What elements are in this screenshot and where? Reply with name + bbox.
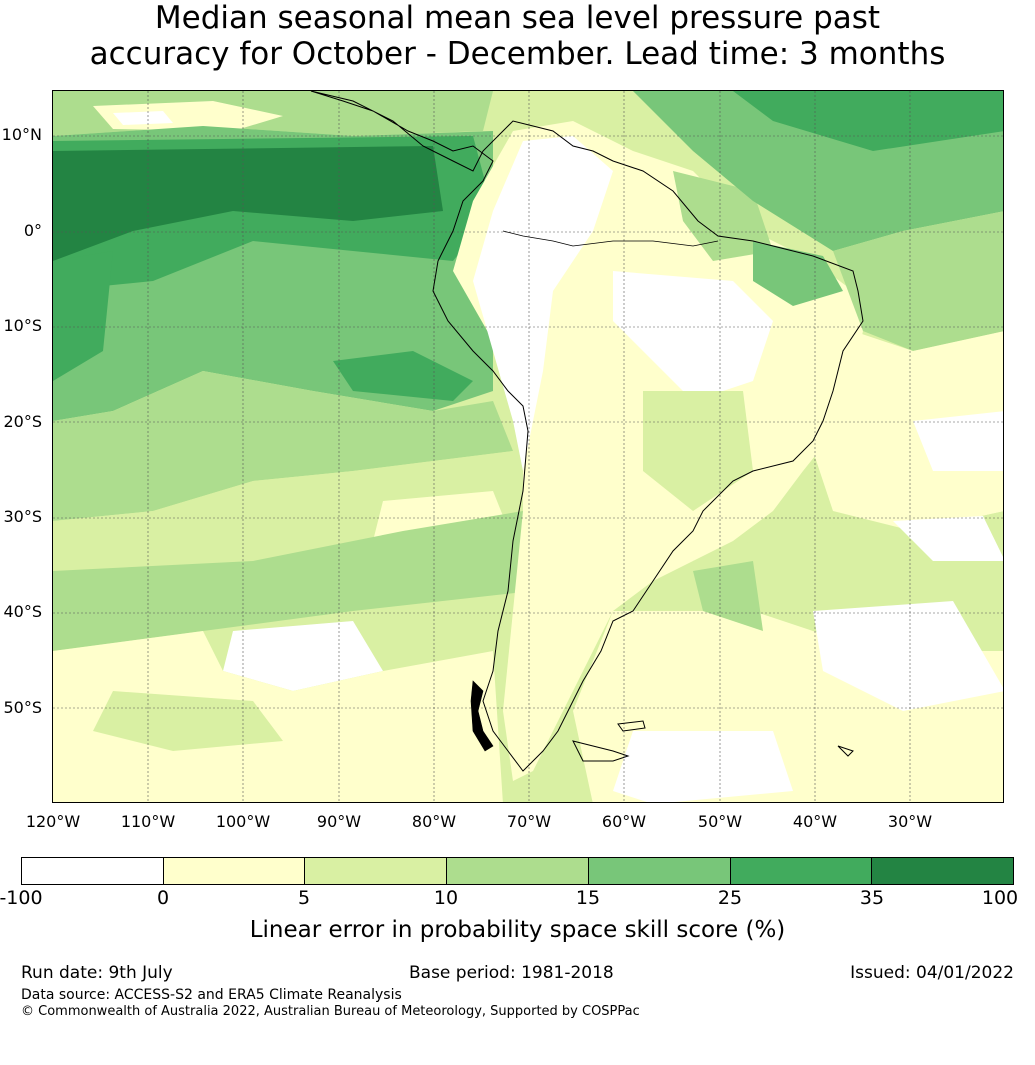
lon-label-40w: 40°W <box>792 812 838 831</box>
issued-date: Issued: 04/01/2022 <box>850 963 1014 983</box>
lon-label-100w: 100°W <box>215 812 271 831</box>
colorbar-tick: -100 <box>0 887 43 909</box>
south-georgia <box>837 745 854 757</box>
lon-label-90w: 90°W <box>316 812 362 831</box>
lon-label-110w: 110°W <box>120 812 176 831</box>
lat-label-10n: 10°N <box>1 125 42 144</box>
tierra-del-fuego <box>572 740 630 762</box>
base-period: Base period: 1981-2018 <box>409 963 614 983</box>
colorbar-tick: 0 <box>156 887 170 909</box>
lon-label-60w: 60°W <box>601 812 647 831</box>
lon-label-30w: 30°W <box>887 812 933 831</box>
amazon-river <box>502 230 719 247</box>
colorbar-bin <box>305 858 448 884</box>
lon-label-50w: 50°W <box>697 812 743 831</box>
colorbar-bin <box>730 858 873 884</box>
colorbar-bin <box>447 858 589 884</box>
lat-label-40s: 40°S <box>3 602 42 621</box>
colorbar-tick: 35 <box>859 887 885 909</box>
title-line-1: Median seasonal mean sea level pressure … <box>154 0 881 36</box>
colorbar-tick: 15 <box>575 887 601 909</box>
colorbar-tick: 25 <box>717 887 743 909</box>
falkland-islands <box>617 720 646 732</box>
lat-label-10s: 10°S <box>3 316 42 335</box>
data-source: Data source: ACCESS-S2 and ERA5 Climate … <box>21 987 402 1003</box>
chilean-fjords <box>470 680 494 752</box>
colorbar <box>21 857 1014 885</box>
run-date: Run date: 9th July <box>21 963 173 983</box>
chart-title: Median seasonal mean sea level pressure … <box>0 0 1035 72</box>
colorbar-tick: 10 <box>433 887 459 909</box>
colorbar-bin <box>163 858 306 884</box>
colorbar-label: Linear error in probability space skill … <box>249 917 786 943</box>
colorbar-bin <box>588 858 731 884</box>
lat-label-0: 0° <box>23 221 42 240</box>
skill-field <box>53 91 1003 802</box>
lat-label-30s: 30°S <box>3 507 42 526</box>
lat-label-20s: 20°S <box>3 412 42 431</box>
lon-label-80w: 80°W <box>411 812 457 831</box>
skill-score-map <box>52 90 1004 803</box>
colorbar-tick: 100 <box>981 887 1019 909</box>
map-svg <box>53 91 1003 802</box>
colorbar-bin <box>872 858 1014 884</box>
colorbar-bin <box>22 858 164 884</box>
title-line-2: accuracy for October - December. Lead ti… <box>89 36 946 72</box>
colorbar-tick: 5 <box>297 887 311 909</box>
lat-label-50s: 50°S <box>3 698 42 717</box>
lon-label-70w: 70°W <box>506 812 552 831</box>
lon-label-120w: 120°W <box>25 812 81 831</box>
coastline-south-america <box>310 91 864 772</box>
copyright: © Commonwealth of Australia 2022, Austra… <box>21 1004 640 1019</box>
graticule <box>53 91 1003 802</box>
